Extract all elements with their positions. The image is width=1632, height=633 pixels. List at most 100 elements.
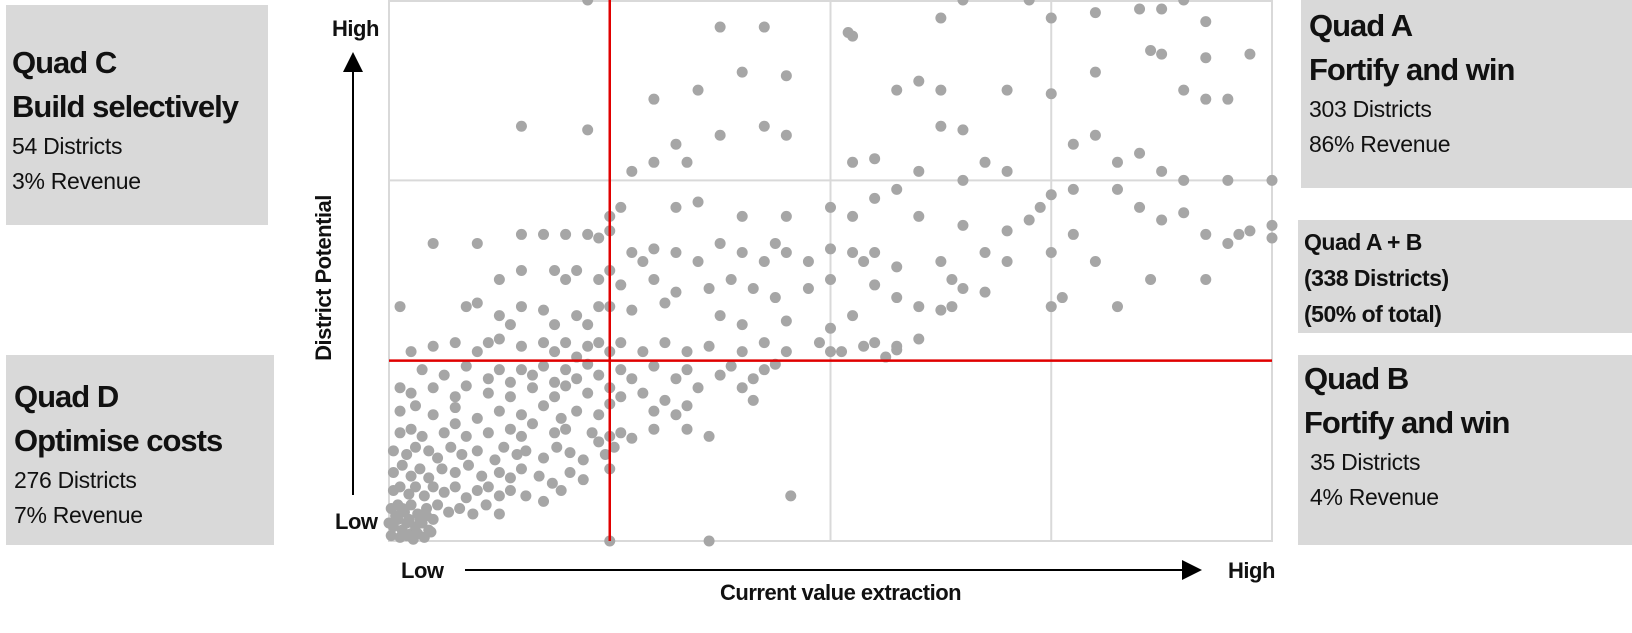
- data-point: [957, 0, 969, 6]
- data-point: [1111, 301, 1123, 313]
- data-point: [935, 120, 947, 132]
- quad-b-box: Quad B Fortify and win 35 Districts 4% R…: [1298, 355, 1632, 545]
- data-point: [560, 423, 572, 435]
- data-point: [825, 274, 836, 286]
- data-point: [564, 447, 576, 459]
- data-point: [1233, 228, 1245, 240]
- data-point: [758, 255, 770, 267]
- data-point: [471, 297, 483, 309]
- data-point: [736, 210, 748, 222]
- data-point: [471, 346, 483, 358]
- data-point: [462, 459, 474, 471]
- data-point: [1067, 228, 1079, 240]
- data-point: [736, 319, 748, 331]
- data-point: [758, 120, 770, 132]
- data-point: [515, 265, 527, 276]
- data-point: [615, 201, 627, 213]
- data-point: [449, 466, 461, 478]
- data-point: [979, 246, 991, 258]
- quad-a-box: Quad A Fortify and win 303 Districts 86%…: [1301, 0, 1632, 188]
- data-point: [504, 485, 516, 497]
- data-point: [681, 423, 693, 435]
- data-point: [504, 376, 516, 388]
- quad-b-title: Quad B: [1304, 361, 1409, 396]
- data-point: [538, 337, 550, 349]
- data-point: [405, 470, 417, 482]
- data-point: [423, 445, 435, 457]
- data-point: [681, 156, 693, 168]
- data-point: [1023, 0, 1035, 6]
- data-point: [637, 387, 649, 399]
- data-point: [1001, 255, 1013, 267]
- chart-points: [383, 0, 1278, 547]
- data-point: [1178, 0, 1190, 6]
- data-point: [396, 459, 408, 471]
- data-point: [769, 237, 781, 249]
- data-point: [725, 360, 737, 372]
- data-point: [436, 463, 448, 475]
- data-point: [626, 373, 638, 385]
- data-point: [714, 369, 726, 381]
- data-point: [396, 503, 408, 515]
- data-point: [471, 485, 483, 497]
- data-point: [615, 364, 627, 376]
- data-point: [626, 246, 638, 258]
- data-point: [504, 391, 516, 403]
- data-point: [769, 292, 781, 304]
- data-point: [449, 481, 461, 493]
- data-point: [482, 337, 494, 349]
- data-point: [681, 346, 693, 358]
- data-point: [432, 499, 444, 511]
- data-point: [416, 364, 428, 376]
- data-point: [449, 391, 461, 403]
- data-point: [802, 255, 814, 267]
- data-point: [847, 156, 859, 168]
- data-point: [555, 485, 567, 497]
- data-point: [1134, 201, 1146, 213]
- data-point: [979, 156, 991, 168]
- data-point: [560, 380, 572, 392]
- quad-d-title: Quad D: [14, 379, 119, 414]
- data-point: [405, 387, 417, 399]
- data-point: [515, 409, 527, 421]
- data-point: [891, 292, 903, 304]
- x-axis-high-label: High: [1228, 558, 1275, 583]
- data-point: [1222, 93, 1234, 105]
- data-point: [1200, 274, 1212, 286]
- data-point: [456, 448, 468, 460]
- data-point: [1001, 84, 1013, 96]
- data-point: [1067, 183, 1079, 195]
- data-point: [626, 304, 638, 316]
- data-point: [1134, 3, 1146, 15]
- data-point: [582, 340, 594, 352]
- data-point: [460, 492, 472, 504]
- data-point: [493, 333, 505, 345]
- data-point: [593, 274, 605, 286]
- data-point: [1034, 201, 1046, 213]
- data-point: [780, 210, 792, 222]
- data-point: [482, 387, 494, 399]
- data-point: [736, 246, 748, 258]
- data-point: [390, 510, 402, 522]
- data-point: [425, 526, 437, 538]
- data-point: [703, 340, 715, 352]
- data-point: [913, 301, 925, 313]
- data-point: [1222, 237, 1234, 249]
- quad-c-subtitle: Build selectively: [12, 89, 239, 124]
- data-point: [515, 120, 527, 132]
- data-point: [582, 319, 594, 331]
- data-point: [858, 255, 870, 267]
- quad-d-subtitle: Optimise costs: [14, 423, 223, 458]
- data-point: [432, 452, 444, 464]
- data-point: [520, 445, 532, 457]
- data-point: [593, 369, 605, 381]
- data-point: [549, 391, 561, 403]
- data-point: [416, 430, 428, 442]
- data-point: [1244, 225, 1256, 237]
- data-point: [1200, 16, 1212, 28]
- data-point: [736, 346, 748, 358]
- data-point: [637, 346, 649, 358]
- data-point: [515, 430, 527, 442]
- data-point: [449, 337, 461, 349]
